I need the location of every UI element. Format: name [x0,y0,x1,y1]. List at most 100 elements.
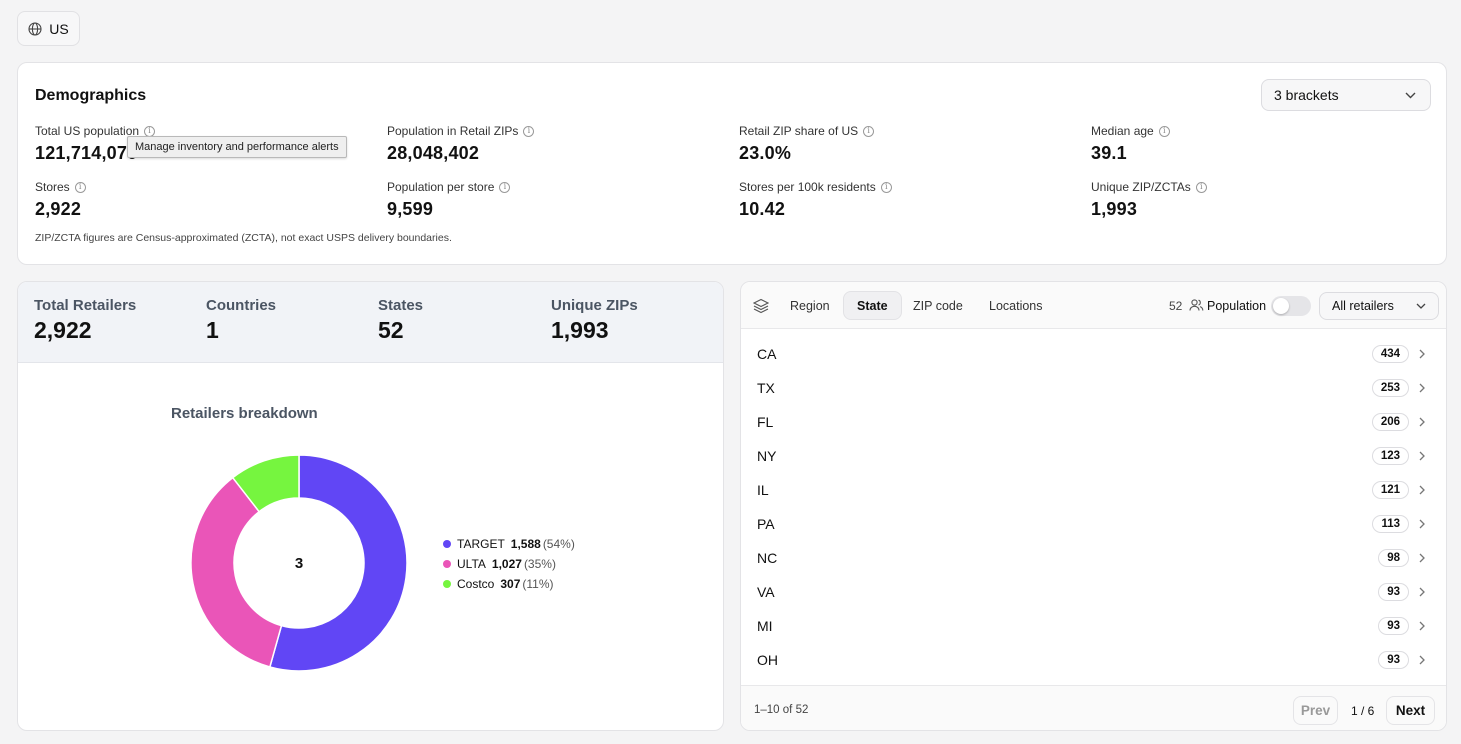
chevron-right-icon[interactable] [1417,621,1427,631]
country-selector[interactable]: US [17,11,80,46]
stat-value: 9,599 [387,199,434,219]
chevron-right-icon[interactable] [1417,383,1427,393]
legend-name: ULTA [457,557,486,571]
state-row[interactable]: TX 253 [741,371,1446,405]
state-name: PA [757,516,775,532]
count-badge: 93 [1378,617,1409,635]
stat-label: Stores [35,180,70,194]
chevron-right-icon[interactable] [1417,417,1427,427]
chevron-down-icon [1405,92,1416,98]
state-row[interactable]: VA 93 [741,575,1446,609]
summary-value: 52 [378,317,404,343]
tab-state[interactable]: State [843,291,902,320]
summary-bar: Total Retailers 2,922 Countries 1 States… [18,282,723,363]
donut-slice-target[interactable] [268,454,408,672]
row-right: 93 [1378,617,1427,635]
tab-region[interactable]: Region [790,298,830,313]
stat-label: Population in Retail ZIPs [387,124,519,138]
prev-button[interactable]: Prev [1293,696,1338,725]
result-count: 52 [1169,299,1183,313]
info-icon[interactable]: i [523,125,535,137]
legend-pct: (35%) [523,557,556,571]
row-right: 253 [1371,379,1427,397]
info-icon[interactable]: i [499,181,511,193]
info-icon[interactable]: i [144,125,156,137]
chevron-right-icon[interactable] [1417,519,1427,529]
donut-chart: 3 [190,454,408,672]
info-icon[interactable]: i [863,125,875,137]
chevron-right-icon[interactable] [1417,451,1427,461]
retailer-filter-dropdown[interactable]: All retailers [1319,292,1439,320]
count-badge: 98 [1378,549,1409,567]
info-icon[interactable]: i [1195,181,1207,193]
stat-population-retail-zips: Population in Retail ZIPs i 28,048,402 [387,124,535,164]
tab-locations[interactable]: Locations [989,298,1043,313]
state-name: IL [757,482,769,498]
count-badge: 253 [1371,379,1409,397]
state-name: FL [757,414,774,430]
state-row[interactable]: FL 206 [741,405,1446,439]
summary-countries: Countries 1 [206,297,276,344]
stat-value: 1,993 [1091,199,1138,219]
layers-icon[interactable] [753,298,769,314]
brackets-dropdown[interactable]: 3 brackets [1261,79,1431,111]
stat-stores: Stores i 2,922 [35,180,86,220]
row-right: 93 [1378,651,1427,669]
chevron-right-icon[interactable] [1417,349,1427,359]
legend-dot [443,580,451,588]
count-badge: 206 [1371,413,1409,431]
tab-zip-code[interactable]: ZIP code [913,298,963,313]
stat-value: 39.1 [1091,143,1127,163]
summary-value: 1,993 [551,317,609,343]
state-row[interactable]: NC 98 [741,541,1446,575]
state-row[interactable]: CA 434 [741,337,1446,371]
state-name: OH [757,652,778,668]
state-name: NY [757,448,777,464]
next-button[interactable]: Next [1386,696,1435,725]
chevron-right-icon[interactable] [1417,485,1427,495]
row-right: 123 [1371,447,1427,465]
chevron-right-icon[interactable] [1417,587,1427,597]
pagination: 1–10 of 52 Prev 1 / 6 Next [741,685,1446,730]
brackets-label: 3 brackets [1274,87,1339,103]
state-row[interactable]: MI 93 [741,609,1446,643]
legend-value: 307 [500,577,521,591]
country-label: US [49,20,69,37]
geo-toolbar: Region State ZIP code Locations 52 Popul… [741,282,1446,329]
toggle-knob [1273,298,1289,314]
stat-value: 121,714,070 [35,143,138,163]
state-row[interactable]: PA 113 [741,507,1446,541]
stat-value: 10.42 [739,199,786,219]
summary-label: States [378,297,424,314]
legend-item-ulta[interactable]: ULTA 1,027 (35%) [443,554,575,574]
legend-dot [443,560,451,568]
state-list: CA 434 TX 253 FL 206 NY 123 IL 121 PA 113 NC 98 VA 93 MI… [741,337,1446,677]
donut-slice-costco[interactable] [231,454,300,513]
row-right: 98 [1378,549,1427,567]
info-icon[interactable]: i [1158,125,1170,137]
stat-total-population: Total US population i 121,714,070 [35,124,156,164]
state-row[interactable]: IL 121 [741,473,1446,507]
info-icon[interactable]: i [74,181,86,193]
count-badge: 434 [1371,345,1409,363]
chevron-right-icon[interactable] [1417,655,1427,665]
row-right: 113 [1372,515,1427,533]
globe-icon [28,21,42,36]
row-right: 121 [1371,481,1427,499]
legend-item-target[interactable]: TARGET 1,588 (54%) [443,534,575,554]
legend-item-costco[interactable]: Costco 307 (11%) [443,574,575,594]
population-toggle[interactable] [1271,296,1311,316]
population-label: Population [1207,299,1267,313]
stat-value: 2,922 [35,199,82,219]
state-row[interactable]: OH 93 [741,643,1446,677]
stat-label: Retail ZIP share of US [739,124,859,138]
stat-label: Stores per 100k residents [739,180,876,194]
pagination-range: 1–10 of 52 [754,704,809,716]
row-right: 93 [1378,583,1427,601]
legend-name: TARGET [457,537,505,551]
donut-slice-ulta[interactable] [190,476,283,668]
info-icon[interactable]: i [880,181,892,193]
chevron-right-icon[interactable] [1417,553,1427,563]
legend-dot [443,540,451,548]
state-row[interactable]: NY 123 [741,439,1446,473]
